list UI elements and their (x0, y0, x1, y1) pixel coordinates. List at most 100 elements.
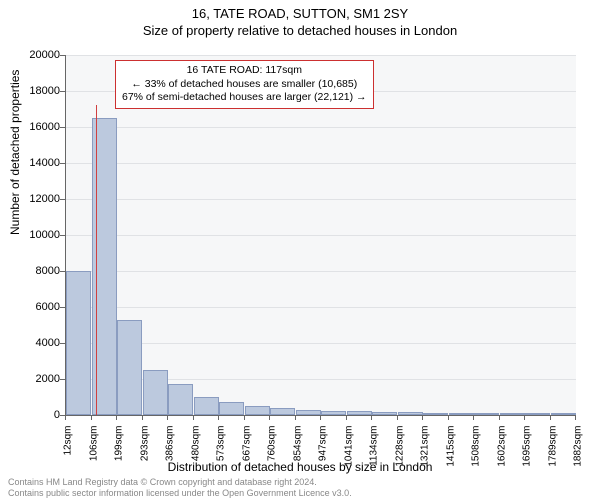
y-tick-label: 14000 (20, 157, 60, 169)
gridline (66, 55, 576, 56)
y-tick-mark (60, 127, 65, 128)
gridline (66, 235, 576, 236)
x-tick-label: 1695sqm (522, 426, 533, 476)
y-tick-label: 8000 (20, 265, 60, 277)
x-tick-label: 386sqm (165, 426, 176, 476)
histogram-bar (500, 413, 525, 415)
plot-area (65, 55, 576, 416)
histogram-bar (270, 408, 295, 415)
y-tick-label: 2000 (20, 373, 60, 385)
y-tick-label: 0 (20, 409, 60, 421)
y-tick-mark (60, 91, 65, 92)
histogram-bar (66, 271, 91, 415)
x-tick-label: 480sqm (190, 426, 201, 476)
y-tick-label: 18000 (20, 85, 60, 97)
x-tick-mark (473, 415, 474, 420)
histogram-bar (296, 410, 321, 415)
x-tick-mark (91, 415, 92, 420)
footer-line1: Contains HM Land Registry data © Crown c… (8, 477, 352, 487)
gridline (66, 127, 576, 128)
x-tick-label: 293sqm (139, 426, 150, 476)
x-tick-mark (371, 415, 372, 420)
x-tick-label: 947sqm (318, 426, 329, 476)
y-tick-mark (60, 343, 65, 344)
histogram-bar (347, 411, 372, 415)
gridline (66, 307, 576, 308)
gridline (66, 343, 576, 344)
y-tick-label: 12000 (20, 193, 60, 205)
x-tick-mark (193, 415, 194, 420)
x-tick-label: 1415sqm (445, 426, 456, 476)
x-tick-mark (422, 415, 423, 420)
footer-line2: Contains public sector information licen… (8, 488, 352, 498)
histogram-bar (551, 413, 576, 415)
x-tick-mark (397, 415, 398, 420)
histogram-bar (474, 413, 499, 415)
y-tick-label: 10000 (20, 229, 60, 241)
x-tick-label: 1321sqm (420, 426, 431, 476)
x-tick-mark (346, 415, 347, 420)
histogram-bar (372, 412, 397, 415)
histogram-bar (168, 384, 193, 415)
histogram-bar (525, 413, 550, 415)
footer-attribution: Contains HM Land Registry data © Crown c… (8, 477, 352, 498)
y-tick-label: 6000 (20, 301, 60, 313)
gridline (66, 163, 576, 164)
histogram-bar (219, 402, 244, 415)
x-tick-mark (65, 415, 66, 420)
property-marker-line (96, 105, 97, 415)
gridline (66, 199, 576, 200)
x-tick-mark (269, 415, 270, 420)
x-tick-label: 1882sqm (573, 426, 584, 476)
x-tick-label: 12sqm (63, 426, 74, 476)
x-tick-mark (499, 415, 500, 420)
histogram-bar (449, 413, 474, 415)
y-tick-mark (60, 307, 65, 308)
x-tick-label: 106sqm (88, 426, 99, 476)
histogram-bar (117, 320, 142, 415)
histogram-bar (143, 370, 168, 415)
y-tick-mark (60, 55, 65, 56)
histogram-bar (423, 413, 448, 415)
y-tick-mark (60, 379, 65, 380)
x-tick-label: 573sqm (216, 426, 227, 476)
x-tick-label: 854sqm (292, 426, 303, 476)
y-tick-mark (60, 199, 65, 200)
y-tick-label: 4000 (20, 337, 60, 349)
annotation-line2: ← 33% of detached houses are smaller (10… (122, 78, 367, 92)
x-tick-label: 199sqm (114, 426, 125, 476)
x-tick-mark (448, 415, 449, 420)
x-tick-mark (218, 415, 219, 420)
x-tick-label: 1041sqm (343, 426, 354, 476)
x-tick-label: 1789sqm (547, 426, 558, 476)
y-tick-mark (60, 163, 65, 164)
x-tick-label: 1508sqm (471, 426, 482, 476)
x-tick-mark (142, 415, 143, 420)
histogram-bar (398, 412, 423, 415)
x-tick-mark (550, 415, 551, 420)
x-tick-label: 1228sqm (394, 426, 405, 476)
histogram-bar (194, 397, 219, 415)
x-tick-mark (320, 415, 321, 420)
x-tick-mark (295, 415, 296, 420)
y-tick-label: 20000 (20, 49, 60, 61)
x-tick-mark (116, 415, 117, 420)
y-tick-mark (60, 235, 65, 236)
chart-title-sub: Size of property relative to detached ho… (0, 21, 600, 38)
x-tick-mark (524, 415, 525, 420)
chart-title-main: 16, TATE ROAD, SUTTON, SM1 2SY (0, 0, 600, 21)
x-tick-mark (244, 415, 245, 420)
y-tick-label: 16000 (20, 121, 60, 133)
gridline (66, 271, 576, 272)
annotation-box: 16 TATE ROAD: 117sqm ← 33% of detached h… (115, 60, 374, 109)
histogram-bar (245, 406, 270, 415)
annotation-line1: 16 TATE ROAD: 117sqm (122, 64, 367, 78)
x-tick-label: 760sqm (267, 426, 278, 476)
x-tick-mark (167, 415, 168, 420)
y-tick-mark (60, 271, 65, 272)
x-tick-label: 1134sqm (369, 426, 380, 476)
annotation-line3: 67% of semi-detached houses are larger (… (122, 91, 367, 105)
x-tick-label: 1602sqm (496, 426, 507, 476)
x-tick-label: 667sqm (241, 426, 252, 476)
x-tick-mark (575, 415, 576, 420)
